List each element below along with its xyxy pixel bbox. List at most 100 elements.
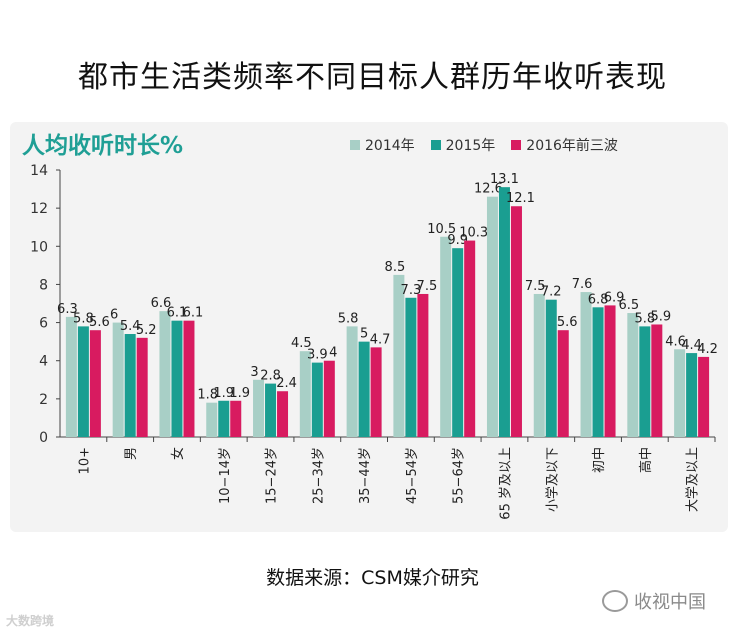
bar [370,347,382,437]
legend-item-2014: 2014年 [350,135,415,155]
bar [698,356,710,437]
legend-label-2015: 2015年 [445,138,496,154]
chart-legend: 2014年 2015年 2016年前三波 [350,135,618,155]
data-label: 5 [360,327,368,342]
data-label: 6.6 [151,296,172,311]
bar [440,236,452,437]
data-label: 7.5 [525,279,546,294]
y-tick-label: 2 [39,392,48,408]
bar [112,322,124,437]
data-label: 5.8 [73,311,94,326]
legend-item-2016: 2016年前三波 [511,135,618,155]
bar [545,299,557,437]
bar [206,402,218,437]
data-label: 1.8 [197,388,218,403]
bar [89,330,101,437]
bar [277,391,289,437]
data-label: 4.7 [370,332,391,347]
category-label: 男 [124,447,139,460]
data-label: 5.6 [89,315,110,330]
category-label: 大学及以上 [685,447,701,512]
watermark: 收视中国 [602,588,706,614]
bar [171,320,183,437]
data-label: 2.8 [260,369,281,384]
bar [65,316,77,437]
legend-label-2014: 2014年 [365,138,415,154]
bar [557,330,569,437]
category-label: 小学及以下 [544,447,560,512]
category-label: 15−24岁 [265,447,280,504]
y-tick-label: 10 [30,239,48,255]
data-label: 1.9 [229,386,250,401]
data-label: 5.4 [120,319,141,334]
data-label: 5.2 [136,323,157,338]
data-label: 6 [110,308,118,323]
data-label: 5.8 [634,311,655,326]
data-label: 4.5 [291,336,312,351]
bar [533,293,545,437]
data-label: 4.2 [697,342,718,357]
category-label: 初中 [592,447,607,473]
data-label: 12.1 [506,191,535,206]
bar [674,349,686,437]
bar [627,313,639,437]
watermark-text: 收视中国 [634,592,706,613]
data-label: 9.9 [447,233,468,248]
legend-item-2015: 2015年 [430,135,496,155]
y-tick-label: 6 [39,316,48,332]
bar [580,292,592,437]
data-label: 6.5 [618,298,639,313]
data-label: 3 [250,365,258,380]
data-label: 10.5 [427,222,456,237]
wechat-icon [602,590,628,612]
data-label: 6.9 [604,290,625,305]
bar [77,326,89,437]
legend-swatch-2015 [430,140,441,150]
bar [393,274,405,437]
y-tick-label: 4 [39,354,48,370]
bar [464,240,476,437]
data-label: 6.8 [588,292,609,307]
data-label: 5.6 [557,315,578,330]
data-label: 4.6 [665,334,686,349]
chart-title: 人均收听时长% [22,133,184,159]
bar [124,334,136,437]
category-label: 55−64岁 [452,447,467,504]
bar [498,187,510,437]
data-label: 12.6 [474,182,503,197]
data-label: 10.3 [459,226,488,241]
data-label: 7.2 [541,285,562,300]
data-label: 8.5 [385,260,406,275]
bar [405,297,417,437]
bar [346,326,358,437]
bar [159,311,171,437]
category-label: 高中 [638,447,654,473]
y-tick-label: 12 [30,201,48,217]
data-label: 13.1 [490,172,519,187]
bar [604,305,616,437]
category-label: 35−44岁 [358,447,373,504]
data-label: 4.4 [681,338,702,353]
data-label: 7.6 [572,277,593,292]
bar [253,379,265,437]
data-label: 5.8 [338,311,359,326]
bar [452,248,464,437]
category-label: 65 岁及以上 [498,447,513,520]
legend-label-2016: 2016年前三波 [526,138,618,154]
bar [311,362,323,437]
data-label: 6.1 [167,306,188,321]
bar [183,320,195,437]
category-label: 10−14岁 [218,447,233,504]
legend-swatch-2016 [511,140,522,150]
data-label: 1.9 [213,386,234,401]
bar [417,293,429,437]
bar [639,326,651,437]
y-tick-label: 8 [39,277,48,293]
bar [592,307,604,437]
bar [299,351,311,437]
bar [136,337,148,437]
bar [230,400,242,437]
bar [218,400,230,437]
data-label: 7.5 [417,279,438,294]
